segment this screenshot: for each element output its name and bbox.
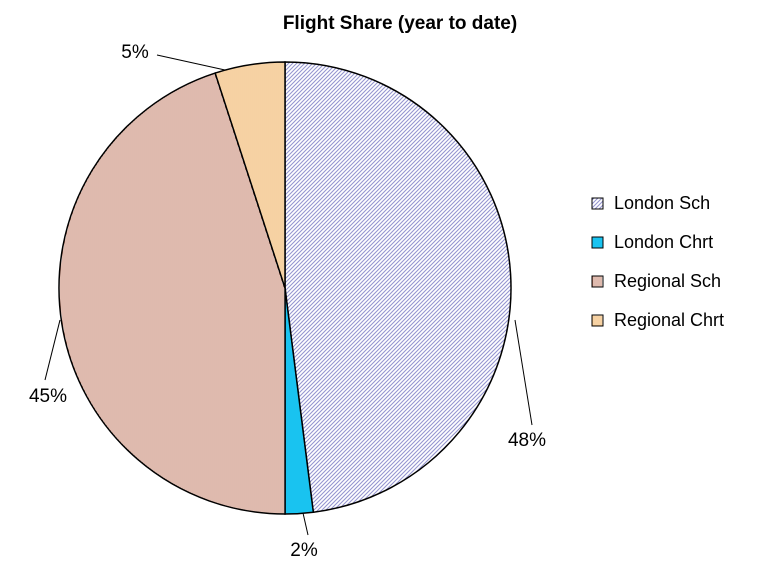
pie-slice	[284, 61, 512, 514]
legend-label: Regional Sch	[614, 271, 721, 291]
pie-slice	[214, 61, 286, 289]
data-label: 48%	[508, 430, 546, 451]
legend-swatch	[591, 197, 604, 210]
data-label: 2%	[290, 540, 318, 561]
legend-swatch	[591, 314, 604, 327]
data-label: 45%	[29, 386, 67, 407]
chart-title: Flight Share (year to date)	[283, 13, 517, 34]
pie-slice	[58, 72, 286, 515]
legend-swatch	[591, 275, 604, 288]
leader-line	[156, 54, 226, 71]
legend-label: London Chrt	[614, 232, 713, 252]
leader-line	[44, 319, 61, 381]
legend-swatch	[591, 236, 604, 249]
data-label: 5%	[121, 42, 149, 63]
leader-line	[302, 512, 309, 536]
legend-label: Regional Chrt	[614, 310, 724, 330]
legend-label: London Sch	[614, 193, 710, 213]
leader-line	[514, 319, 533, 426]
